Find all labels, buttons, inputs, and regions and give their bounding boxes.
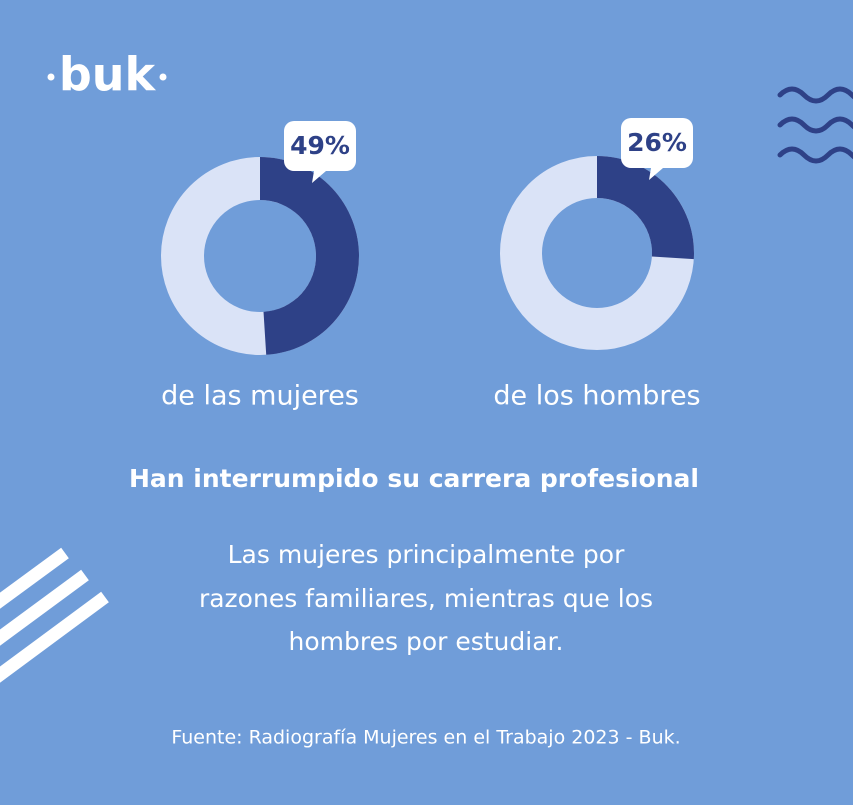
source: Fuente: Radiografía Mujeres en el Trabaj… [171,727,680,749]
logo-dot [159,73,167,81]
logo-text: buk [59,48,157,102]
value-label: 26% [627,128,687,157]
label-bubble [621,118,693,180]
donut-segment [260,157,360,355]
body-line: Las mujeres principalmente por [228,540,625,569]
stripe [0,591,109,683]
stripe [0,569,89,646]
waves [777,86,853,164]
logo: buk [47,48,167,102]
donut-segment [597,156,694,260]
stripes [0,547,109,683]
label-bubble [284,121,356,183]
stripe [0,547,69,609]
value-label: 49% [290,131,350,160]
body-line: razones familiares, mientras que los [199,584,653,613]
logo-dot [47,73,55,81]
body-line: hombres por estudiar. [289,627,564,656]
wave [777,86,853,104]
caption: de los hombres [493,381,700,412]
wave [777,146,853,164]
caption: de las mujeres [161,381,359,412]
headline: Han interrumpido su carrera profesional [129,464,699,493]
wave [777,116,853,134]
